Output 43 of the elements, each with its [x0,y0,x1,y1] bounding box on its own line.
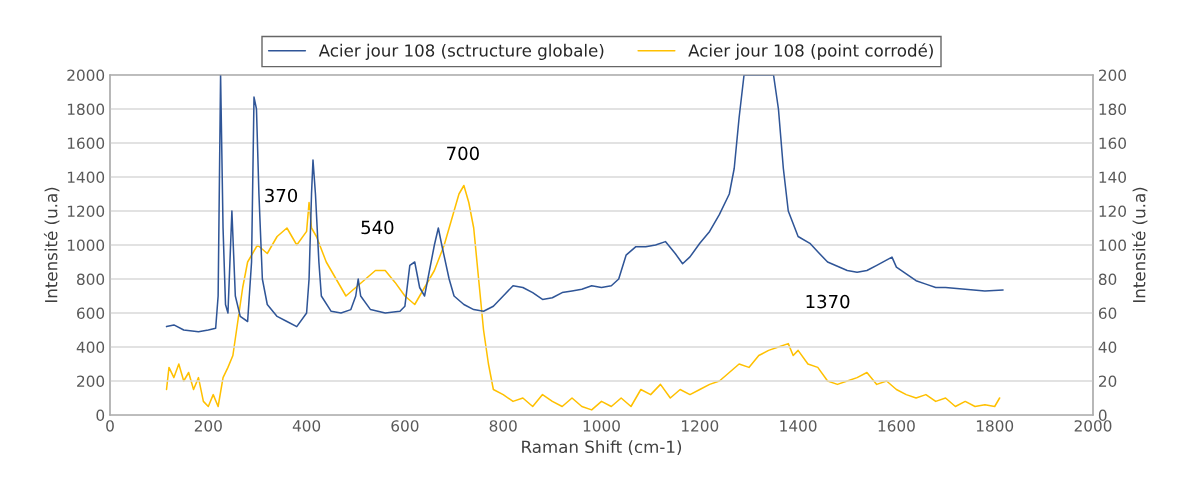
y-tick-label: 0 [96,409,105,422]
x-tick-label: 1200 [682,420,719,432]
y-tick-label: 1600 [67,137,105,150]
annotation: 1370 [806,294,850,309]
y2-tick-label: 120 [1099,205,1127,218]
y-tick-label: 1400 [67,171,105,184]
x-tick-label: 1600 [878,420,915,432]
y-axis-title: Intensité (u.a) [43,187,60,303]
y2-tick-label: 40 [1098,341,1117,354]
y-tick-label: 1000 [67,239,105,252]
x-axis-title: Raman Shift (cm-1) [522,440,682,456]
x-tick-label: 2000 [1074,420,1112,432]
y-tick-label: 400 [76,341,105,354]
y2-axis-title: Intensité (u.a) [1131,187,1148,303]
annotation: 700 [447,146,479,161]
y2-tick-label: 140 [1099,171,1127,184]
legend-label: Acier jour 108 (point corrodé) [688,43,933,60]
line-series [165,75,1004,333]
y2-tick-label: 20 [1098,375,1117,388]
y2-tick-label: 200 [1098,69,1127,82]
x-tick-label: 0 [106,420,114,432]
x-tick-label: 1000 [583,420,620,432]
x-tick-label: 400 [292,420,321,432]
y-tick-label: 2000 [67,69,105,82]
y-tick-label: 200 [77,375,105,388]
x-tick-label: 600 [391,420,419,432]
y2-tick-label: 180 [1099,103,1127,116]
x-tick-label: 1400 [780,420,817,432]
y2-tick-label: 100 [1099,239,1127,252]
y-tick-label: 800 [77,273,105,286]
line-series [165,184,1001,411]
legend-label: Acier jour 108 (sctructure globale) [318,43,604,60]
y-tick-label: 1800 [67,103,105,116]
y2-tick-label: 60 [1098,307,1117,320]
y2-tick-label: 160 [1099,137,1127,150]
x-tick-label: 200 [194,420,222,432]
x-tick-label: 1800 [976,420,1014,432]
annotation: 540 [361,220,394,235]
x-tick-label: 800 [489,420,517,432]
y-tick-label: 1200 [67,205,105,218]
y-tick-label: 600 [77,307,105,320]
annotation: 370 [265,188,298,203]
y2-tick-label: 80 [1098,273,1117,286]
